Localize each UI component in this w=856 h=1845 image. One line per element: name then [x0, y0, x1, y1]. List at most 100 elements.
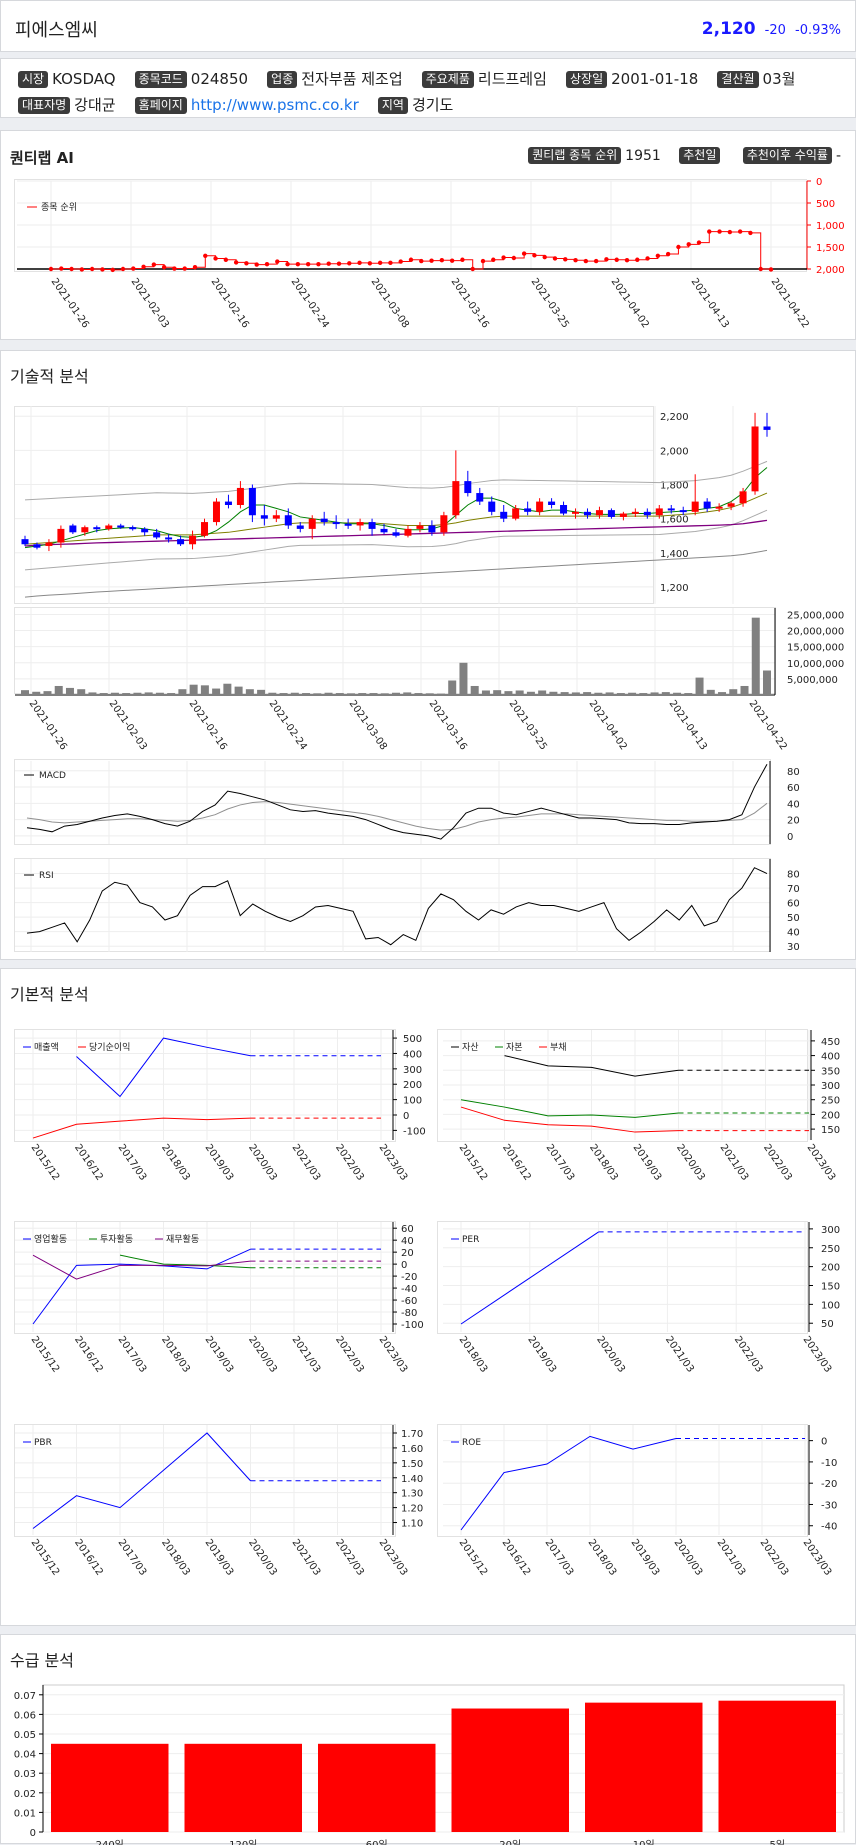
volume-bar [223, 683, 232, 695]
info-label: 상장일 [566, 71, 608, 88]
info-value: 03월 [762, 70, 796, 88]
volume-bar [369, 693, 378, 695]
candle-body [57, 528, 65, 543]
rank-point [573, 258, 578, 263]
legend-label: 투자활동 [100, 1233, 133, 1245]
volume-bar [290, 692, 299, 695]
candle-body [679, 510, 687, 513]
candle-body [643, 511, 651, 516]
x-tick-label: 2016/12 [72, 1537, 105, 1577]
x-tick-label: 2016/12 [72, 1334, 105, 1374]
volume-bar [54, 685, 63, 695]
volume-bar [650, 692, 659, 695]
rank-label: 퀀티랩 종목 순위 [528, 147, 622, 164]
volume-bar [493, 690, 502, 695]
candle-body [476, 493, 484, 502]
ma5-line [24, 467, 768, 549]
rank-point [254, 262, 259, 267]
rank-point [316, 261, 321, 267]
x-tick-label: 2021/03 [290, 1537, 323, 1577]
candle-body [572, 511, 580, 514]
x-tick-label: 2023/03 [801, 1334, 834, 1374]
bollinger-lower [24, 509, 768, 571]
axis-tick: -60 [401, 1296, 417, 1307]
candle-body [45, 542, 53, 546]
axis-tick: -30 [821, 1500, 837, 1511]
candle-body [189, 535, 197, 545]
volume-bar [594, 692, 603, 695]
volume-bar [122, 693, 131, 695]
rank-point [172, 266, 177, 271]
legend-label: 매출액 [34, 1041, 59, 1053]
axis-tick: 2,000 [660, 446, 689, 457]
x-tick-label: 2017/03 [543, 1537, 576, 1577]
axis-tick: 250 [821, 1096, 840, 1107]
rank-point [593, 258, 599, 264]
rank-point [563, 257, 568, 262]
info-label: 대표자명 [18, 97, 71, 114]
rank-point [48, 266, 54, 272]
legend-label: RSI [39, 871, 54, 881]
x-tick-label: 2018/03 [457, 1334, 490, 1374]
volume-bar [178, 689, 187, 695]
series-line [32, 1254, 251, 1280]
candle-body [272, 515, 280, 519]
axis-tick: 1,500 [816, 243, 845, 254]
legend-label: 종목 순위 [41, 202, 77, 213]
axis-tick: 300 [821, 1225, 840, 1236]
rank-point [203, 253, 208, 258]
rank-point [377, 260, 383, 266]
pbr-chart: 1.10 1.20 1.30 1.40 1.50 1.60 1.70 PBR 2015/12 20… [15, 1425, 423, 1578]
axis-tick: 0.02 [14, 1789, 36, 1800]
axis-tick: 80 [787, 767, 800, 778]
axis-tick: 60 [787, 899, 800, 910]
region-value: 경기도 [411, 96, 454, 114]
axis-tick: 0 [403, 1111, 409, 1122]
rec-date-label: 추천일 [679, 147, 721, 164]
candle-body [655, 508, 663, 516]
info-label: 종목코드 [134, 71, 187, 88]
info-label: 결산월 [717, 71, 759, 88]
volume-bar [448, 680, 457, 695]
x-tick-label: 2020/03 [246, 1142, 279, 1182]
rank-point [408, 257, 414, 262]
x-tick-label: 2021-02-03 [129, 276, 171, 330]
homepage-link[interactable]: http://www.psmc.co.kr [190, 96, 359, 114]
axis-tick: 0 [787, 832, 793, 843]
rank-point [89, 266, 95, 272]
rank-point [141, 264, 146, 269]
axis-tick: 200 [821, 1110, 840, 1121]
axis-tick: 1.60 [401, 1444, 423, 1455]
candle-body [380, 528, 388, 533]
candle-body [488, 501, 496, 512]
info-label: 주요제품 [421, 71, 474, 88]
sales-chart: -100 0 100 200 300 400 500 매출액 당기순이익 2015/12 2016/… [15, 1030, 426, 1183]
series-line [460, 1231, 599, 1325]
info-value: 리드프레임 [477, 70, 547, 88]
rank-point [521, 251, 527, 256]
volume-bar [628, 692, 637, 695]
rank-point [480, 258, 486, 264]
rank-point [542, 254, 547, 260]
x-tick-label: 2021-02-24 [289, 276, 331, 330]
candle-body [548, 501, 556, 505]
volume-bar [268, 692, 277, 695]
legend-label: 당기순이익 [89, 1041, 130, 1053]
supply-bar [51, 1743, 169, 1832]
x-tick-label: 2021-04-22 [769, 276, 811, 330]
rank-point [182, 266, 187, 271]
technical-title: 기술적 분석 [10, 367, 89, 386]
axis-tick: 350 [821, 1066, 840, 1077]
info-value: KOSDAQ [52, 70, 116, 88]
supply-bar [318, 1743, 436, 1832]
candle-body [452, 481, 460, 516]
volume-bar [324, 692, 333, 695]
legend-label: 자본 [506, 1042, 523, 1053]
volume-bar [605, 692, 614, 695]
axis-tick: 0.07 [14, 1691, 36, 1702]
rank-point [624, 258, 630, 263]
x-tick-label: 2018/03 [159, 1142, 192, 1182]
axis-tick: 40 [787, 799, 800, 810]
candle-body [141, 528, 149, 533]
rank-point [192, 265, 198, 270]
